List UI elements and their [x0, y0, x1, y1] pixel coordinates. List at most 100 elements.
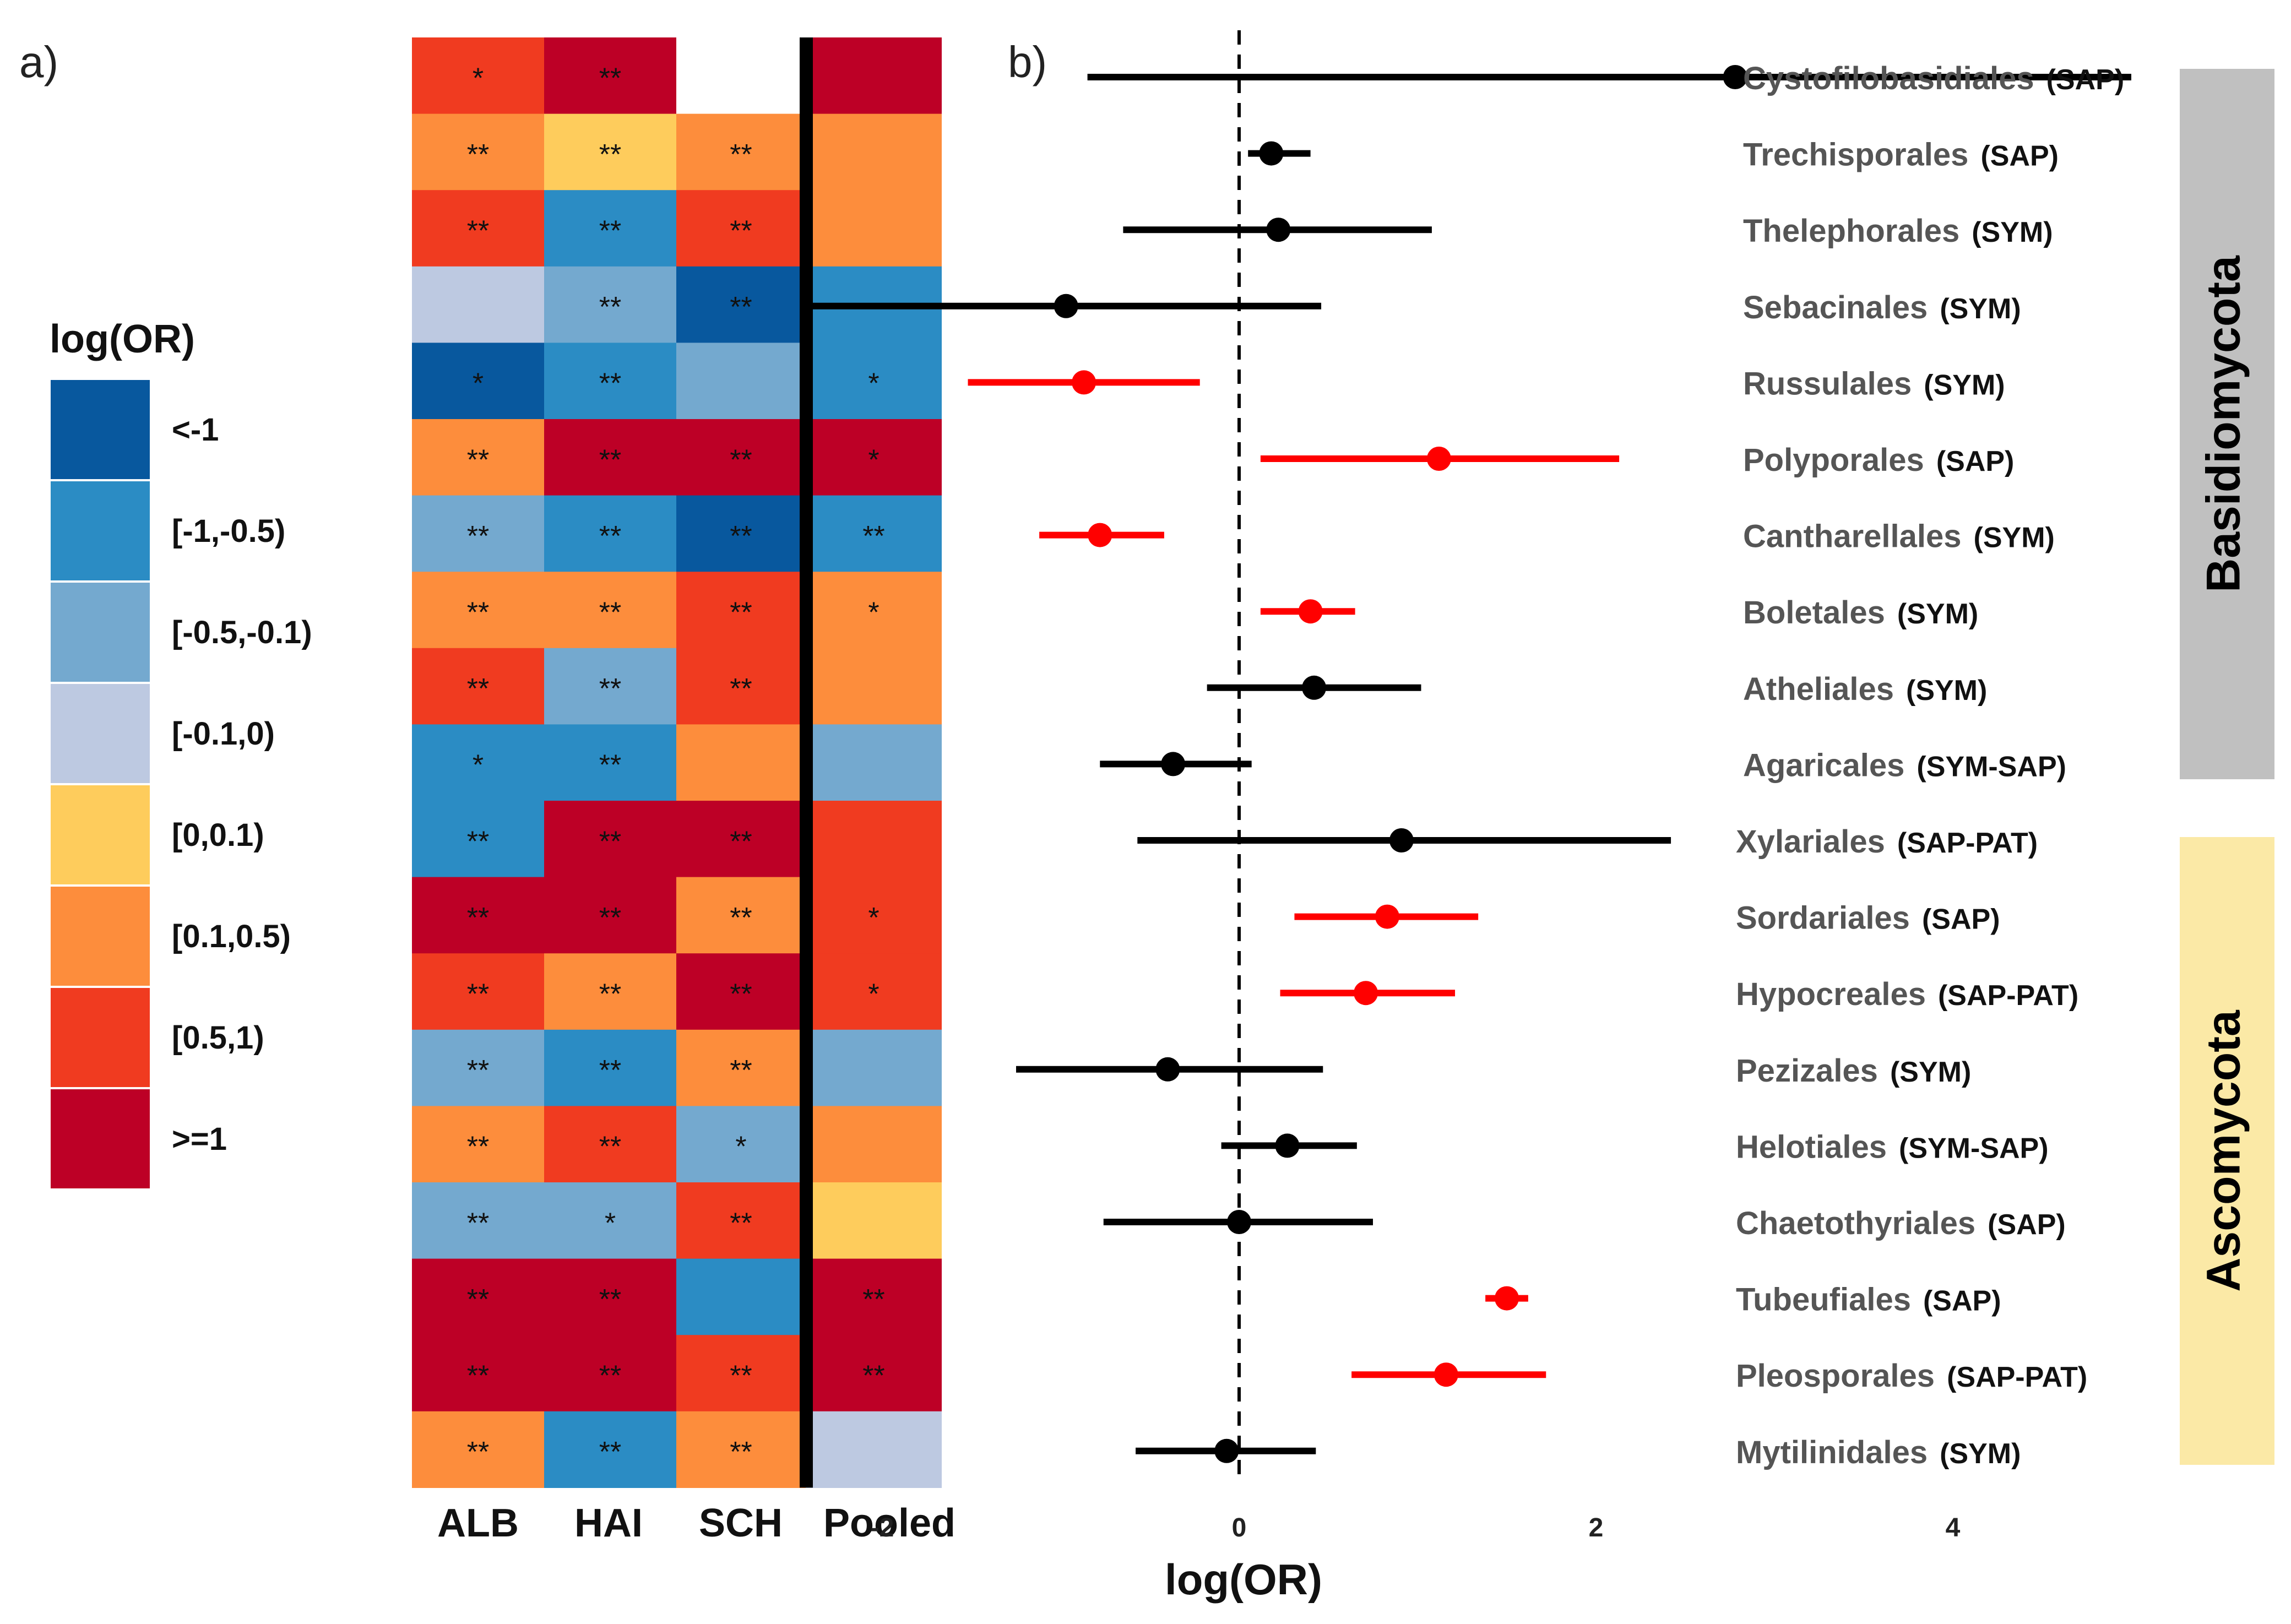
x-tick-label: 2 [1589, 1513, 1604, 1542]
heatmap-cell [412, 266, 544, 343]
legend-label: [0.5,1) [172, 1020, 264, 1056]
heatmap-cell [676, 648, 806, 725]
significance-mark: ** [599, 444, 621, 476]
significance-mark: ** [599, 979, 621, 1011]
significance-mark: * [868, 902, 879, 934]
heatmap-cell [676, 1411, 806, 1488]
legend-label: >=1 [172, 1121, 227, 1157]
point-estimate [1298, 599, 1323, 624]
legend-label: [-0.5,-0.1) [172, 615, 312, 650]
significance-mark: ** [599, 139, 621, 171]
heatmap-cell [676, 877, 806, 954]
order-label: Hypocreales (SAP-PAT) [1736, 976, 2078, 1012]
significance-mark: * [473, 368, 484, 400]
heatmap-cell [412, 953, 544, 1030]
heatmap-column-label: Pooled [823, 1501, 956, 1545]
significance-mark: ** [862, 1360, 884, 1392]
order-label: Cystofilobasidiales (SAP) [1743, 61, 2124, 96]
significance-mark: ** [467, 215, 489, 247]
heatmap-cell [412, 1258, 544, 1335]
order-label: Thelephorales (SYM) [1743, 213, 2053, 249]
heatmap-cell [676, 419, 806, 496]
heatmap-cell [806, 113, 942, 191]
heatmap-cell [412, 572, 544, 649]
point-estimate [1088, 523, 1112, 547]
significance-mark: * [868, 368, 879, 400]
significance-mark: ** [730, 139, 752, 171]
significance-mark: ** [730, 444, 752, 476]
significance-mark: ** [599, 902, 621, 934]
significance-mark: ** [599, 291, 621, 323]
panel-label-a: a) [19, 37, 58, 86]
order-label: Tubeufiales (SAP) [1736, 1282, 2001, 1318]
legend-swatch [51, 583, 150, 682]
heatmap-cell [544, 419, 676, 496]
significance-mark: ** [467, 1207, 489, 1239]
heatmap-cell [412, 1029, 544, 1106]
heatmap-cell [412, 1106, 544, 1183]
order-label: Pleosporales (SAP-PAT) [1736, 1358, 2087, 1394]
heatmap-cell [676, 266, 806, 343]
significance-mark: ** [599, 215, 621, 247]
heatmap-cell [412, 877, 544, 954]
heatmap-cell [544, 1029, 676, 1106]
heatmap-cell [676, 190, 806, 267]
heatmap-cell [544, 953, 676, 1030]
significance-mark: ** [730, 1360, 752, 1392]
order-label: Chaetothyriales (SAP) [1736, 1205, 2066, 1241]
heatmap-cell [544, 801, 676, 878]
significance-mark: ** [467, 597, 489, 629]
heatmap-cell [544, 190, 676, 267]
heatmap-cell [412, 37, 544, 115]
heatmap-cell [544, 1258, 676, 1335]
heatmap-cell [412, 648, 544, 725]
heatmap-cell [544, 1106, 676, 1183]
point-estimate [1434, 1362, 1458, 1387]
significance-mark: ** [467, 139, 489, 171]
legend-swatch [51, 481, 150, 580]
significance-mark: ** [599, 1055, 621, 1087]
legend-label: [0.1,0.5) [172, 919, 291, 954]
forest-x-axis-label: log(OR) [1165, 1555, 1322, 1604]
heatmap-cell [544, 1411, 676, 1488]
significance-mark: ** [599, 1360, 621, 1392]
significance-mark: ** [730, 1436, 752, 1468]
heatmap-cell [544, 648, 676, 725]
point-estimate [1275, 1133, 1300, 1158]
order-label: Russulales (SYM) [1743, 366, 2005, 401]
heatmap-cell [806, 495, 942, 572]
significance-mark: ** [599, 673, 621, 705]
point-estimate [1354, 981, 1378, 1006]
heatmap-cell [806, 648, 942, 725]
significance-mark: ** [599, 597, 621, 629]
heatmap-cell [676, 1182, 806, 1259]
significance-mark: * [473, 749, 484, 781]
order-label: Mytilinidales (SYM) [1736, 1435, 2021, 1470]
significance-mark: ** [862, 1284, 884, 1316]
heatmap-cell [806, 1029, 942, 1106]
order-label: Helotiales (SYM-SAP) [1736, 1129, 2049, 1165]
heatmap-cell [806, 1182, 942, 1259]
heatmap-column-label: SCH [699, 1501, 783, 1545]
significance-mark: ** [730, 902, 752, 934]
point-estimate [1375, 904, 1399, 929]
heatmap-cell [676, 953, 806, 1030]
point-estimate [1266, 218, 1291, 242]
heatmap-cell [676, 495, 806, 572]
significance-mark: ** [467, 825, 489, 857]
order-label: Atheliales (SYM) [1743, 671, 1987, 707]
order-label: Cantharellales (SYM) [1743, 519, 2055, 555]
point-estimate [1389, 828, 1414, 852]
significance-mark: ** [730, 520, 752, 552]
significance-mark: ** [730, 291, 752, 323]
significance-mark: ** [467, 673, 489, 705]
significance-mark: ** [599, 825, 621, 857]
significance-mark: * [868, 597, 879, 629]
group-label: Basidiomycota [2197, 255, 2250, 593]
heatmap-cell [544, 1182, 676, 1259]
significance-mark: ** [467, 1284, 489, 1316]
significance-mark: ** [599, 368, 621, 400]
group-band [2180, 837, 2274, 1465]
heatmap-cell [806, 1411, 942, 1488]
